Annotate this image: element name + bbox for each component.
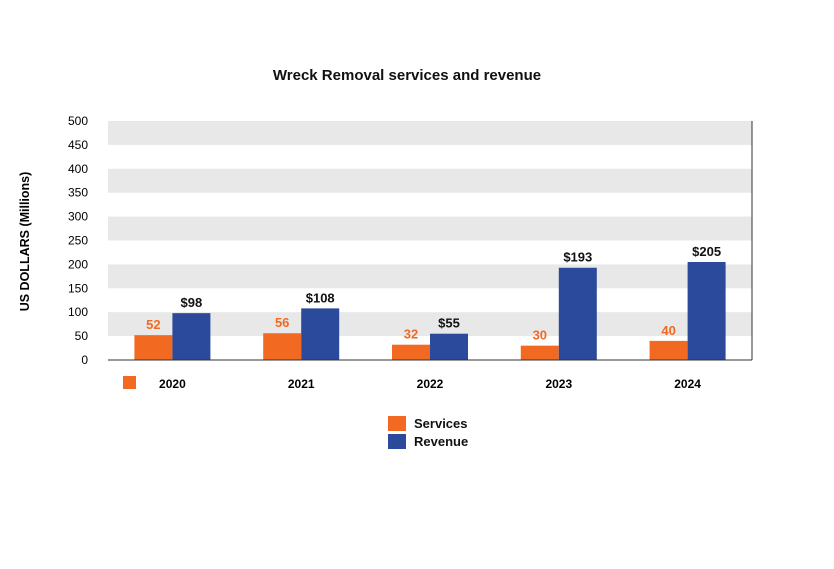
bar-revenue: [430, 333, 468, 360]
bar-services: [649, 340, 688, 360]
bar-labels: 52 $98 56 $108 32 $55 30 $193 40 $205: [146, 244, 721, 343]
x-tick-label: 2023: [545, 377, 572, 391]
grid-band: [108, 168, 752, 193]
x-tick-label: 2024: [674, 377, 701, 391]
y-tick-label: 450: [68, 138, 88, 152]
legend: Services Revenue: [388, 416, 468, 449]
data-label-services: 52: [146, 317, 160, 332]
bar-services: [520, 345, 559, 360]
data-label-services: 32: [404, 327, 418, 342]
bar-revenue: [558, 267, 597, 360]
bar-services: [263, 333, 302, 360]
data-label-revenue: $205: [692, 244, 721, 259]
data-label-revenue: $98: [181, 295, 203, 310]
grid-band: [108, 264, 752, 289]
bars: [134, 262, 726, 360]
y-tick-label: 350: [68, 186, 88, 200]
y-tick-label: 100: [68, 305, 88, 319]
stray-services-marker: [123, 376, 136, 389]
data-label-services: 40: [661, 323, 675, 338]
x-tick-label: 2020: [159, 377, 186, 391]
legend-label-services: Services: [414, 416, 468, 431]
data-label-revenue: $55: [438, 316, 460, 331]
data-label-revenue: $108: [306, 290, 335, 305]
y-axis-ticks: 0 50 100 150 200 250 300 350 400 450 500: [68, 114, 88, 367]
bar-services: [134, 335, 173, 360]
x-tick-label: 2021: [288, 377, 315, 391]
y-axis-label: US DOLLARS (Millions): [18, 172, 32, 312]
x-tick-label: 2022: [417, 377, 444, 391]
bar-revenue: [687, 262, 726, 360]
data-label-services: 30: [533, 328, 547, 343]
y-tick-label: 300: [68, 210, 88, 224]
legend-swatch-revenue: [388, 434, 406, 449]
bar-revenue: [301, 308, 340, 360]
bar-services: [392, 344, 430, 360]
grid-band: [108, 216, 752, 241]
data-label-revenue: $193: [563, 250, 592, 265]
bar-revenue: [172, 313, 211, 360]
y-tick-label: 500: [68, 114, 88, 128]
data-label-services: 56: [275, 315, 289, 330]
y-tick-label: 200: [68, 257, 88, 271]
y-tick-label: 150: [68, 281, 88, 295]
y-tick-label: 50: [75, 329, 89, 343]
legend-label-revenue: Revenue: [414, 434, 468, 449]
grid-bands: [108, 121, 752, 337]
y-tick-label: 250: [68, 234, 88, 248]
y-tick-label: 400: [68, 162, 88, 176]
chart-title: Wreck Removal services and revenue: [273, 67, 541, 84]
x-axis-ticks: 2020 2021 2022 2023 2024: [159, 377, 701, 391]
grid-band: [108, 121, 752, 145]
y-tick-label: 0: [81, 353, 88, 367]
legend-swatch-services: [388, 416, 406, 431]
